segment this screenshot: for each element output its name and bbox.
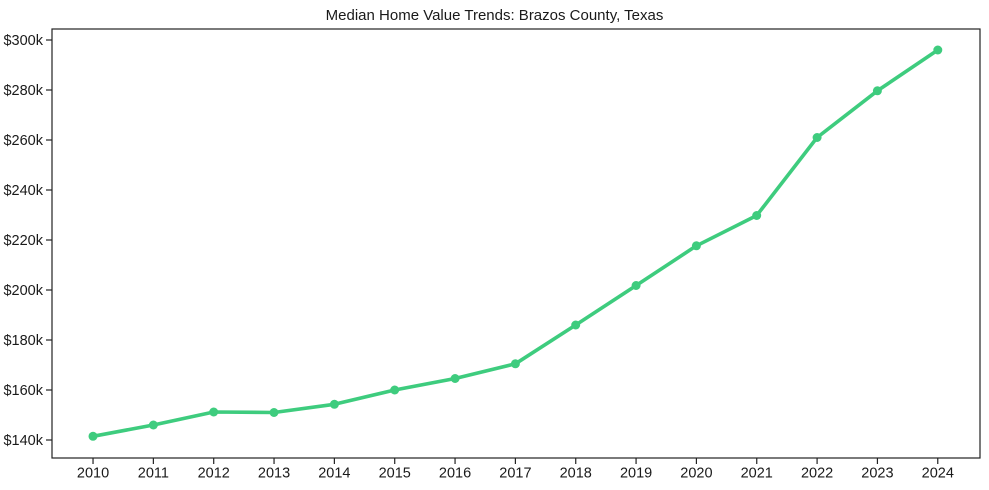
data-point-marker: [88, 431, 98, 441]
chart-title: Median Home Value Trends: Brazos County,…: [325, 7, 664, 24]
y-tick-label: $160k: [3, 383, 43, 399]
x-tick-label: 2018: [560, 466, 592, 482]
x-tick-label: 2015: [379, 466, 411, 482]
x-tick-label: 2022: [801, 466, 833, 482]
data-point-marker: [390, 385, 400, 395]
data-point-marker: [872, 86, 882, 96]
x-tick-label: 2013: [258, 466, 290, 482]
y-tick-label: $220k: [3, 233, 43, 249]
data-point-marker: [510, 359, 520, 369]
y-tick-label: $180k: [3, 333, 43, 349]
x-tick-label: 2012: [198, 466, 230, 482]
y-tick-label: $200k: [3, 283, 43, 299]
data-point-marker: [269, 408, 279, 417]
y-tick-label: $260k: [3, 133, 43, 149]
x-tick-label: 2021: [741, 466, 773, 482]
y-tick-label: $280k: [3, 83, 43, 99]
data-point-marker: [329, 399, 339, 409]
x-tick-label: 2011: [138, 466, 169, 482]
data-point-marker: [450, 374, 460, 383]
data-point-marker: [812, 133, 822, 142]
data-point-marker: [691, 241, 701, 251]
x-tick-label: 2014: [318, 466, 350, 482]
data-point-marker: [148, 420, 158, 430]
data-point-marker: [631, 281, 641, 290]
x-tick-label: 2017: [499, 466, 531, 482]
data-point-marker: [209, 407, 219, 417]
data-point-marker: [752, 211, 762, 220]
data-point-marker: [933, 45, 943, 55]
x-tick-label: 2024: [922, 466, 954, 482]
plot-border: [51, 28, 981, 459]
data-point-marker: [571, 320, 581, 330]
trend-line: [91, 48, 940, 439]
y-tick-label: $300k: [3, 33, 43, 49]
y-tick-label: $240k: [3, 183, 43, 199]
x-tick-label: 2010: [77, 466, 109, 482]
x-tick-label: 2016: [439, 466, 471, 482]
x-tick-label: 2020: [680, 466, 712, 482]
y-tick-label: $140k: [3, 433, 43, 449]
x-tick-label: 2019: [620, 466, 652, 482]
x-tick-label: 2023: [861, 466, 893, 482]
